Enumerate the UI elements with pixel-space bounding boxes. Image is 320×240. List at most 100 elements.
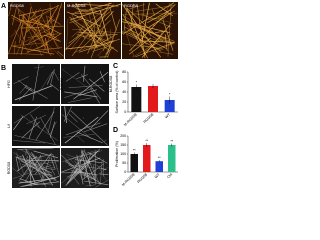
fiber — [164, 34, 168, 51]
fiber — [157, 10, 176, 19]
fiber — [33, 150, 59, 159]
fiber — [8, 2, 13, 17]
fiber — [26, 115, 47, 124]
fiber — [50, 157, 55, 169]
significance-marker: ** — [133, 149, 136, 153]
column-label: M-RGDS8 — [109, 76, 113, 93]
bar — [131, 87, 142, 112]
fiber — [81, 149, 96, 181]
row-label: Lif — [7, 124, 11, 128]
fiber — [16, 152, 24, 175]
fiber — [13, 140, 46, 144]
fiber — [99, 34, 116, 45]
fiber — [136, 4, 146, 59]
fiber — [122, 14, 157, 40]
fiber — [33, 66, 44, 69]
x-tick-label: RGDS8 — [143, 113, 155, 125]
fiber — [155, 3, 174, 17]
row-label: RGDS8 — [7, 162, 11, 174]
fiber — [32, 29, 62, 58]
fiber — [126, 7, 147, 56]
fiber — [82, 65, 86, 82]
fiber — [103, 139, 107, 142]
fiber — [135, 5, 175, 12]
y-tick-label: 0 — [124, 110, 126, 114]
fiber — [14, 135, 61, 146]
fiber — [72, 28, 121, 34]
micrographs — [7, 1, 178, 188]
x-tick-label: Ctrl — [166, 172, 173, 179]
panel-label: A — [1, 3, 6, 10]
fiber — [80, 31, 112, 43]
y-axis-label: Surface area (% of control) — [115, 71, 119, 114]
fiber — [77, 135, 85, 143]
fiber — [130, 23, 175, 42]
fiber — [71, 10, 106, 57]
image-frame — [61, 64, 109, 104]
fiber — [103, 39, 115, 51]
fiber — [61, 114, 92, 139]
x-tick-label: WT — [154, 172, 161, 179]
fiber — [50, 168, 56, 176]
fiber — [40, 15, 59, 49]
fiber — [70, 3, 121, 20]
fiber — [13, 41, 16, 55]
bar — [148, 86, 158, 112]
image-label: RGDS8 — [10, 3, 25, 8]
significance-marker: ** — [145, 139, 148, 143]
fiber — [90, 38, 121, 50]
fiber — [31, 6, 64, 21]
significance-marker: * — [169, 92, 171, 96]
fiber — [123, 25, 134, 57]
fiber — [163, 20, 174, 51]
fiber — [84, 180, 109, 186]
fiber — [123, 7, 127, 35]
fiber — [39, 72, 53, 93]
fiber — [30, 3, 47, 54]
y-tick-label: 150 — [120, 143, 126, 147]
fiber — [40, 117, 56, 145]
y-tick-label: 0 — [124, 170, 126, 174]
fiber — [122, 13, 177, 15]
fiber — [16, 156, 38, 172]
fiber — [26, 15, 43, 33]
fiber — [10, 7, 42, 38]
fiber — [40, 173, 44, 182]
image-label: RGDS8 — [124, 3, 139, 8]
fiber — [13, 116, 24, 131]
fiber — [26, 24, 53, 53]
fiber — [76, 131, 103, 144]
x-tick-label: RGDS8 — [137, 173, 149, 185]
fiber — [21, 121, 40, 139]
fiber — [77, 162, 97, 183]
fiber — [9, 8, 13, 10]
fiber — [13, 105, 41, 124]
fiber — [142, 42, 158, 54]
bar — [164, 100, 175, 112]
fiber — [139, 40, 175, 43]
fiber — [63, 106, 72, 122]
fiber — [49, 121, 57, 135]
fiber — [66, 18, 69, 50]
fiber — [17, 8, 62, 43]
fiber — [67, 97, 92, 103]
fiber — [127, 32, 162, 52]
bar — [130, 154, 138, 172]
fiber — [90, 167, 109, 181]
fiber — [47, 106, 55, 133]
fiber — [46, 71, 54, 85]
fiber — [73, 42, 100, 53]
fiber — [43, 13, 60, 52]
fiber — [17, 147, 54, 150]
fiber — [128, 30, 148, 45]
fiber — [64, 116, 99, 144]
fiber — [107, 48, 112, 58]
fiber — [93, 165, 96, 179]
fiber — [71, 14, 86, 40]
fiber — [75, 3, 119, 7]
bar — [155, 161, 163, 172]
fiber — [47, 178, 60, 183]
fiber — [87, 2, 110, 54]
fiber — [65, 161, 91, 186]
